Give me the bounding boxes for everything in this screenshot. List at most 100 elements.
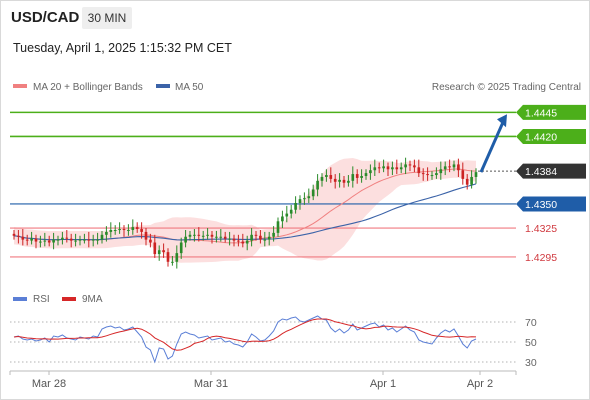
candle-body <box>83 239 86 241</box>
candle-body <box>144 231 148 240</box>
rsi-9ma-line <box>13 318 477 351</box>
candle-body <box>149 239 152 243</box>
candle-body <box>127 229 130 231</box>
candle-body <box>386 166 390 170</box>
x-tick-label-3: Apr 2 <box>467 378 493 390</box>
candle-body <box>171 261 174 263</box>
candle-body <box>474 172 478 177</box>
candle-body <box>435 173 438 176</box>
candle-body <box>157 250 161 255</box>
candle-body <box>399 167 403 170</box>
candle-body <box>338 179 341 182</box>
candle-body <box>153 242 157 255</box>
candle-body <box>329 175 333 179</box>
legend-9ma-label: 9MA <box>82 294 103 305</box>
level-label-2: 1.4384 <box>525 166 557 178</box>
forecast-arrow-shaft <box>479 121 505 173</box>
candle-body <box>241 241 245 244</box>
credit-label: Research © 2025 Trading Central <box>432 82 581 93</box>
candle-body <box>395 167 399 170</box>
candle-body <box>96 239 99 241</box>
candle-body <box>201 235 205 237</box>
candle-body <box>426 174 429 176</box>
candle-body <box>342 179 346 183</box>
candle-body <box>30 238 33 241</box>
candle-body <box>347 180 350 183</box>
price-plot-area: 1.4445 1.4420 1.4384 1.4350 1.4325 1.4295 <box>10 104 586 269</box>
candle-body <box>122 229 126 231</box>
candle-body <box>25 239 29 241</box>
candle-body <box>316 180 319 190</box>
candle-body <box>272 232 275 237</box>
candle-body <box>465 178 469 185</box>
rsi-tick-50: 50 <box>525 337 537 349</box>
candle-body <box>17 235 20 237</box>
forecast-arrow-head <box>497 114 507 128</box>
candle-body <box>219 236 223 238</box>
candle-body <box>105 231 108 235</box>
symbol-label: USD/CAD <box>11 9 80 26</box>
candle-body <box>267 236 271 240</box>
candle-body <box>39 241 42 243</box>
level-tag-1 <box>516 128 586 144</box>
candle-body <box>360 176 363 178</box>
candle-body <box>421 173 425 175</box>
candle-body <box>373 167 377 171</box>
candle-body <box>206 234 209 236</box>
legend-ma20-label: MA 20 + Bollinger Bands <box>33 82 143 93</box>
candle-body <box>417 167 421 174</box>
candle-body <box>276 221 280 233</box>
candle-body <box>74 240 77 242</box>
level-label-0: 1.4445 <box>525 107 557 119</box>
rsi-plot-area: 70 50 30 <box>10 315 537 369</box>
candle-body <box>457 164 460 171</box>
candle-body <box>179 242 183 254</box>
candle-body <box>294 202 297 210</box>
candle-body <box>259 235 262 240</box>
candle-body <box>237 240 240 242</box>
rsi-tick-70: 70 <box>525 317 537 329</box>
candle-body <box>320 176 324 181</box>
candle-body <box>210 234 214 237</box>
candle-body <box>56 239 60 241</box>
candle-body <box>333 178 337 182</box>
candle-body <box>223 236 227 239</box>
level-label-4: 1.4325 <box>525 223 557 235</box>
candle-body <box>298 199 302 203</box>
candle-body <box>193 234 196 236</box>
x-tick-label-1: Mar 31 <box>194 378 228 390</box>
candle-body <box>69 238 73 241</box>
candle-body <box>188 234 192 237</box>
candle-body <box>113 229 117 231</box>
candle-body <box>47 240 51 243</box>
candle-body <box>281 216 284 222</box>
candle-body <box>197 234 201 236</box>
candle-body <box>140 229 143 232</box>
candle-body <box>311 189 315 197</box>
candle-body <box>228 238 231 240</box>
candle-body <box>175 253 179 262</box>
candle-body <box>377 167 381 169</box>
candle-body <box>413 165 416 168</box>
candle-body <box>289 209 293 214</box>
candle-body <box>166 252 170 262</box>
candle-body <box>439 169 443 174</box>
candle-body <box>263 239 267 241</box>
legend-rsi-label: RSI <box>33 294 50 305</box>
x-tick-label-0: Mar 28 <box>32 378 66 390</box>
legend-ma20-swatch <box>13 84 27 88</box>
candle-body <box>470 176 473 185</box>
candle-body <box>245 240 249 244</box>
candle-body <box>430 175 434 177</box>
candle-body <box>351 174 355 181</box>
candle-body <box>43 240 47 242</box>
candle-body <box>118 229 121 231</box>
candle-body <box>78 239 82 241</box>
candle-body <box>408 164 412 166</box>
interval-button[interactable]: 30 MIN <box>82 7 132 29</box>
candle-body <box>21 236 25 240</box>
candle-body <box>12 233 16 236</box>
candle-body <box>461 170 465 179</box>
candle-body <box>443 166 447 170</box>
